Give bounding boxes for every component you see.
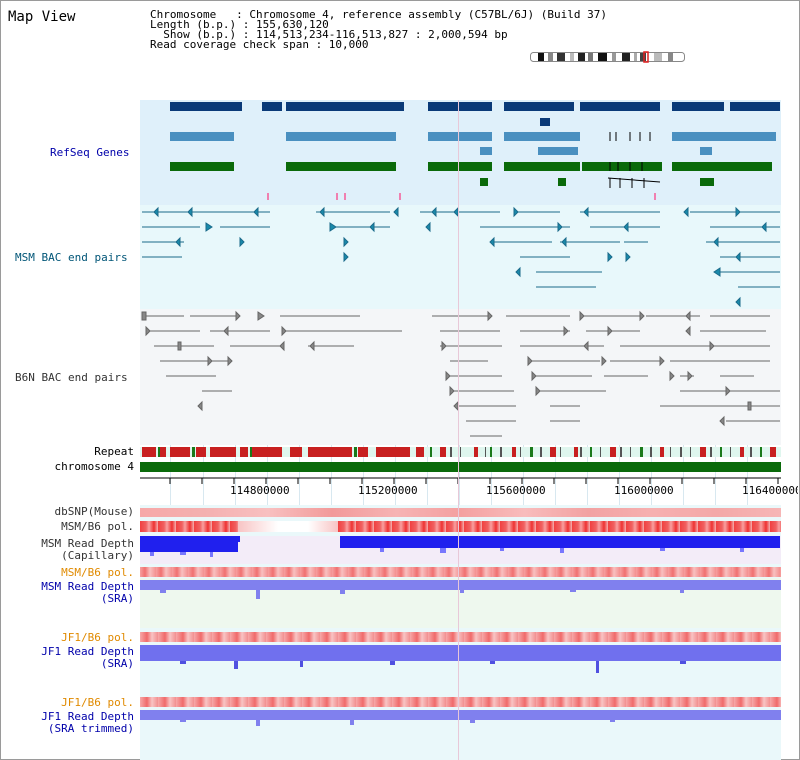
refseq-genes-label: RefSeq Genes	[50, 146, 130, 159]
chromosome-ideogram[interactable]	[530, 51, 685, 63]
msm-depth-sra-track[interactable]	[140, 580, 781, 600]
dbsnp-label: dbSNP(Mouse)	[54, 505, 134, 518]
axis-tick-label: 114800000	[230, 484, 290, 497]
repeat-label: Repeat	[94, 445, 134, 458]
msm-b6-pol-track[interactable]	[140, 521, 781, 532]
position-marker	[458, 100, 459, 760]
jf1-depth-trimmed-label-line1: JF1 Read Depth	[41, 710, 134, 723]
chromosome-info: Chromosome : Chromosome 4, reference ass…	[150, 8, 607, 51]
coverage-span-line: Read coverage check span : 10,000	[150, 38, 369, 51]
b6n-bac-track[interactable]	[140, 309, 781, 445]
jf1-depth-trimmed-label: JF1 Read Depth (SRA trimmed)	[0, 711, 134, 735]
msm-b6-pol2-label: MSM/B6 pol.	[61, 566, 134, 579]
msm-bac-track[interactable]	[140, 205, 781, 309]
position-axis	[140, 477, 781, 484]
jf1-depth-sra-label-line1: JF1 Read Depth	[41, 645, 134, 658]
length-line: Length (b.p.) : 155,630,120	[150, 18, 329, 31]
msm-depth-capillary-track[interactable]	[140, 536, 781, 558]
chromosome-line: Chromosome : Chromosome 4, reference ass…	[150, 8, 607, 21]
msm-depth-sra-label: MSM Read Depth (SRA)	[0, 581, 134, 605]
jf1-b6-pol-track[interactable]	[140, 632, 781, 642]
chromosome-label: chromosome 4	[54, 460, 134, 473]
jf1-depth-sra-label-line2: (SRA)	[100, 657, 134, 670]
msm-depth-sra-label-line1: MSM Read Depth	[41, 580, 134, 593]
jf1-b6-pol-label: JF1/B6 pol.	[61, 631, 134, 644]
chromosome-bar[interactable]	[140, 462, 781, 472]
jf1-depth-trimmed-label-line2: (SRA trimmed)	[47, 722, 134, 735]
axis-tick-label: 116000000	[614, 484, 674, 497]
axis-tick-label: 115200000	[358, 484, 418, 497]
msm-bac-label: MSM BAC end pairs	[15, 251, 128, 264]
refseq-genes-track[interactable]	[140, 100, 781, 205]
jf1-depth-sra-label: JF1 Read Depth (SRA)	[0, 646, 134, 670]
msm-bac-track-bg	[140, 205, 781, 309]
axis-tick-label: 115600000	[486, 484, 546, 497]
refseq-track-bg	[140, 100, 781, 205]
axis-tick-label: 116400000	[742, 484, 798, 497]
jf1-b6-pol2-track[interactable]	[140, 697, 781, 707]
dbsnp-track[interactable]	[140, 508, 781, 517]
repeat-track[interactable]	[140, 447, 781, 457]
msm-depth-capillary-label: MSM Read Depth (Capillary)	[0, 538, 134, 562]
jf1-b6-pol2-label: JF1/B6 pol.	[61, 696, 134, 709]
b6n-bac-label: B6N BAC end pairs	[15, 371, 128, 384]
msm-depth-sra-label-line2: (SRA)	[100, 592, 134, 605]
jf1-depth-sra-track[interactable]	[140, 645, 781, 673]
show-range-line: Show (b.p.) : 114,513,234-116,513,827 : …	[150, 28, 508, 41]
msm-b6-pol-gap	[238, 521, 338, 532]
msm-b6-pol-label: MSM/B6 pol.	[61, 520, 134, 533]
jf1-depth-trimmed-track[interactable]	[140, 710, 781, 728]
msm-depth-capillary-label-line2: (Capillary)	[61, 549, 134, 562]
b6n-bac-track-bg	[140, 309, 781, 445]
page-title: Map View	[8, 9, 76, 25]
msm-b6-pol2-track[interactable]	[140, 567, 781, 577]
msm-depth-capillary-label-line1: MSM Read Depth	[41, 537, 134, 550]
